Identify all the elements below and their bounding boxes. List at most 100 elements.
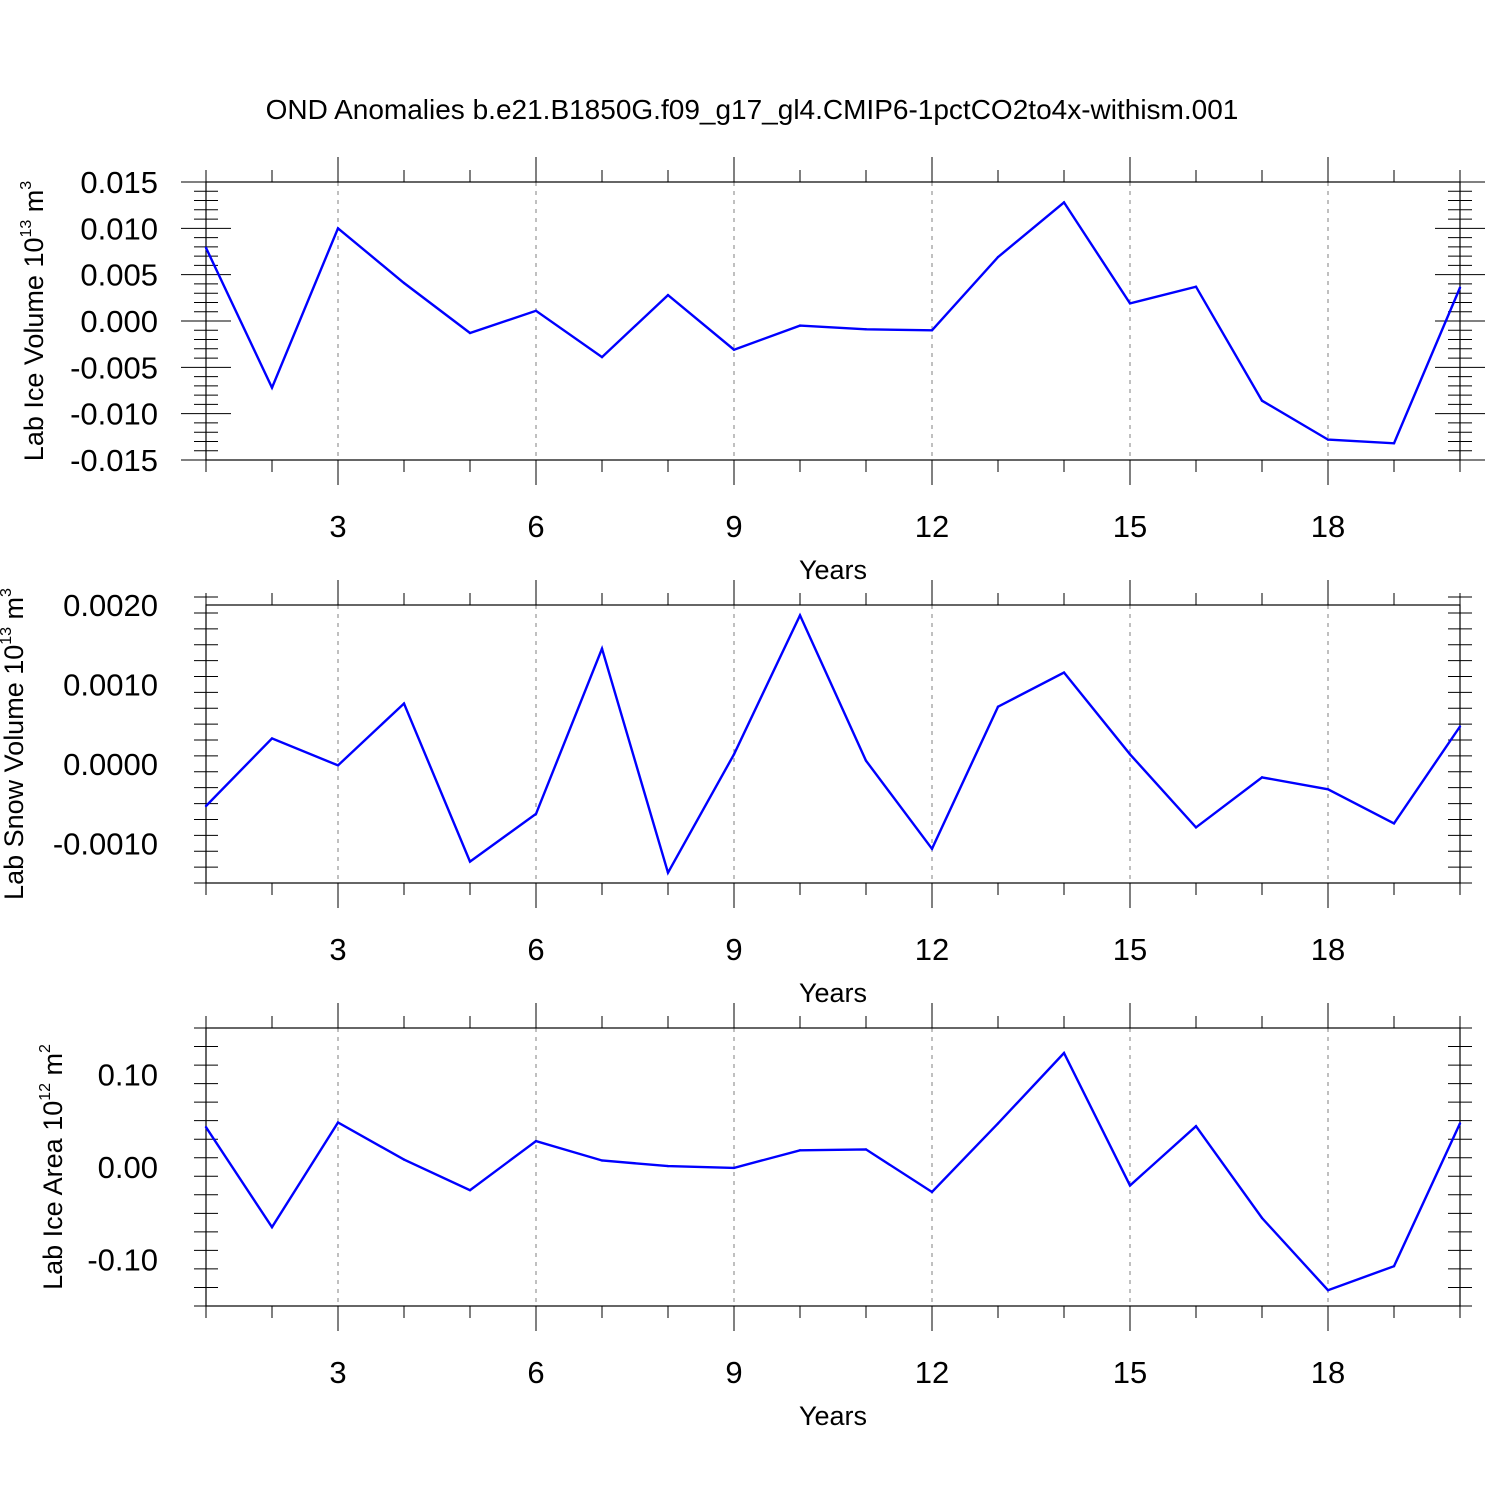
data-point	[600, 1159, 604, 1162]
series-line	[204, 1050, 1462, 1292]
data-point	[930, 1190, 934, 1194]
data-point	[1260, 776, 1264, 779]
x-tick-label: 15	[1113, 932, 1147, 967]
data-point	[732, 1166, 736, 1170]
x-tick-label: 18	[1311, 932, 1345, 967]
y-axis-label-unit-exponent: 2	[37, 1044, 54, 1053]
data-point	[336, 1121, 340, 1124]
x-tick-label: 9	[725, 509, 742, 544]
data-point	[996, 1122, 1000, 1125]
data-point	[534, 812, 538, 816]
data-point	[468, 1188, 472, 1192]
data-point	[1194, 285, 1198, 288]
data-point	[1392, 822, 1396, 825]
y-axis-label-unit: m	[19, 190, 49, 220]
panels: 3 6 9 12 15 18 -0.015 -0.010 -0.005 0.000 0.005 0.0…	[0, 157, 1485, 1431]
data-point	[1458, 725, 1462, 728]
x-tick-label: 12	[915, 509, 949, 544]
data-point	[864, 328, 868, 331]
y-axis-label-prefix: Lab Snow Volume 10	[0, 645, 29, 900]
data-point	[1458, 286, 1462, 289]
y-tick-label: -0.010	[70, 397, 158, 432]
data-point	[1062, 1051, 1066, 1055]
data-point	[1062, 671, 1066, 674]
data-point	[204, 1125, 208, 1129]
x-axis-label: Years	[799, 978, 867, 1008]
data-point	[534, 309, 538, 313]
series-line	[205, 612, 1461, 876]
x-tick-label: 3	[329, 932, 346, 967]
data-point	[1062, 201, 1066, 204]
data-point	[468, 860, 472, 863]
y-tick-label: 0.0010	[63, 667, 158, 702]
x-tick-label: 18	[1311, 1355, 1345, 1390]
data-point	[270, 386, 274, 389]
y-tick-label: -0.005	[70, 350, 158, 385]
data-point	[534, 1139, 538, 1143]
plot-frame	[205, 604, 1461, 884]
data-point	[1260, 1216, 1264, 1220]
y-tick-label: 0.005	[80, 258, 158, 293]
data-point	[402, 281, 406, 285]
x-tick-label: 6	[527, 932, 544, 967]
data-point	[798, 1149, 802, 1152]
x-tick-label: 12	[915, 932, 949, 967]
y-axis-label-exponent: 13	[0, 627, 15, 645]
y-tick-label: 0.015	[80, 165, 158, 200]
y-axis-label-prefix: Lab Ice Area 10	[38, 1101, 68, 1290]
y-tick-label: -0.0010	[53, 826, 158, 861]
y-tick-label: 0.0020	[63, 588, 158, 623]
plot-frame	[205, 1027, 1461, 1307]
y-tick-label: 0.00	[98, 1150, 158, 1185]
series-line	[204, 200, 1462, 445]
y-axis-label: Lab Ice Area 1012 m2	[37, 1044, 68, 1290]
data-point	[1326, 788, 1330, 791]
data-point	[666, 871, 670, 874]
x-tick-label: 18	[1311, 509, 1345, 544]
data-point	[336, 227, 340, 230]
y-axis-label: Lab Ice Volume 1013 m3	[18, 181, 49, 461]
x-tick-label: 9	[725, 932, 742, 967]
data-point	[402, 702, 406, 705]
x-tick-label: 3	[329, 509, 346, 544]
data-point	[1128, 302, 1132, 305]
y-axis-label-unit-exponent: 3	[0, 588, 15, 597]
y-tick-label: 0.000	[80, 304, 158, 339]
data-point	[600, 355, 604, 359]
x-tick-label: 9	[725, 1355, 742, 1390]
y-axis-label: Lab Snow Volume 1013 m3	[0, 588, 29, 900]
data-point	[996, 255, 1000, 259]
data-point	[1194, 826, 1198, 829]
y-tick-label: 0.0000	[63, 747, 158, 782]
data-point	[1458, 1122, 1462, 1125]
x-axis-label: Years	[799, 1401, 867, 1431]
data-point	[600, 647, 604, 650]
data-point	[204, 804, 208, 808]
data-point	[864, 759, 868, 762]
data-point	[468, 331, 472, 335]
panel-2: 3 6 9 12 15 18 -0.0010 0.0000 0.0010 0.0020 Years L…	[0, 580, 1472, 1008]
data-point	[666, 293, 670, 297]
y-axis-label-unit: m	[38, 1053, 68, 1083]
data-point	[798, 324, 802, 327]
x-axis-label: Years	[799, 555, 867, 585]
y-tick-label: -0.10	[87, 1243, 158, 1278]
y-axis-label-exponent: 13	[18, 220, 35, 238]
data-point	[270, 737, 274, 740]
data-point	[270, 1226, 274, 1229]
y-tick-label: -0.015	[70, 443, 158, 478]
x-tick-label: 12	[915, 1355, 949, 1390]
data-point	[204, 246, 208, 249]
data-point	[1326, 1289, 1330, 1292]
x-tick-label: 15	[1113, 509, 1147, 544]
y-axis-label-exponent: 12	[37, 1083, 54, 1101]
data-point	[402, 1158, 406, 1161]
data-point	[996, 705, 1000, 708]
data-point	[336, 764, 340, 767]
data-point	[1326, 438, 1330, 441]
data-point	[1260, 399, 1264, 402]
x-tick-label: 6	[527, 509, 544, 544]
data-point	[1194, 1125, 1198, 1128]
